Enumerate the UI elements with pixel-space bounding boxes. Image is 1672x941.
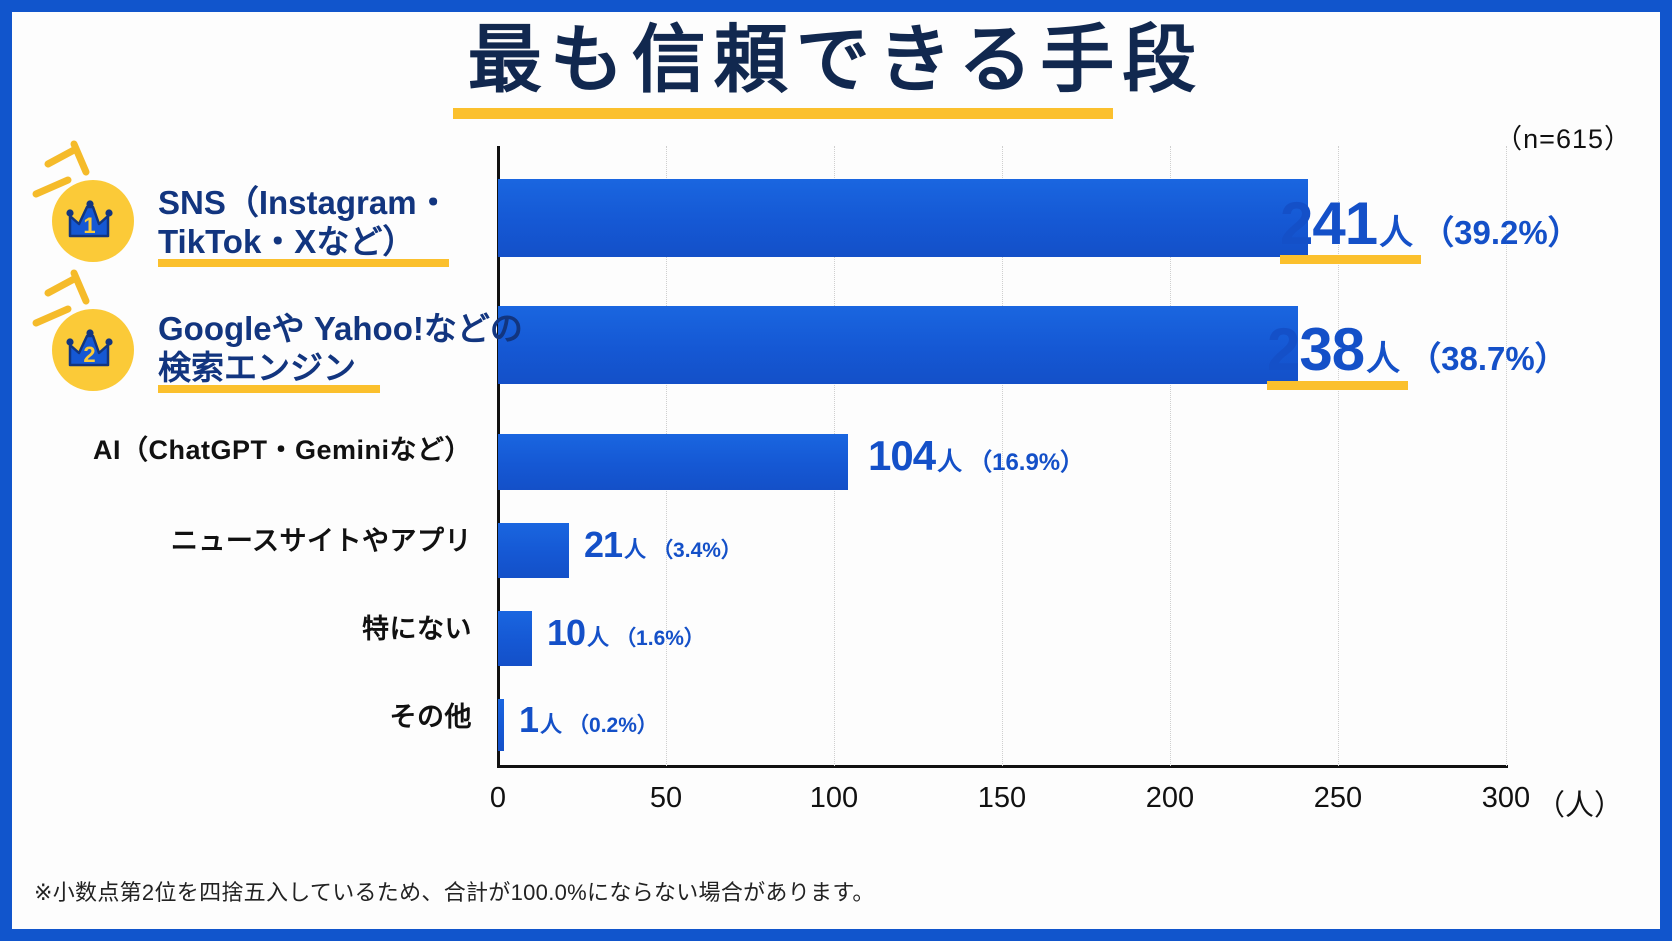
category-label-row-2-line2: 検索エンジン <box>158 348 356 386</box>
value-percent-row-1: （39.2%） <box>1421 214 1581 251</box>
rank-badge-2: 2 <box>32 269 134 391</box>
bar-row-4 <box>498 523 569 578</box>
gridline-150 <box>1002 146 1003 766</box>
value-unit-row-4: 人 <box>624 537 647 562</box>
value-label-row-6: 1人 （0.2%） <box>519 702 658 738</box>
gridline-250 <box>1338 146 1339 766</box>
crown-icon-2: 2 <box>66 329 113 367</box>
x-axis-unit-label: （人） <box>1536 790 1624 822</box>
value-underline-row-2 <box>1267 381 1408 390</box>
category-label-row-4: ニュースサイトやアプリ <box>170 526 472 556</box>
category-label-row-6: その他 <box>389 702 472 732</box>
sparkle-icon-1 <box>32 140 90 198</box>
category-label-row-1-line2: TikTok・Xなど） <box>158 222 416 260</box>
value-count-row-3: 104 <box>868 432 936 479</box>
x-tick-300: 300 <box>1481 782 1531 814</box>
x-tick-150: 150 <box>977 782 1027 814</box>
value-unit-row-5: 人 <box>587 625 610 650</box>
bar-row-3 <box>498 434 848 490</box>
bar-row-6 <box>498 699 504 751</box>
value-count-row-6: 1 <box>519 699 539 740</box>
value-label-row-2: 238人 （38.7%） <box>1267 320 1568 380</box>
title-block: 最も信頼できる手段 <box>12 20 1660 104</box>
value-percent-row-6: （0.2%） <box>568 714 658 737</box>
x-tick-200: 200 <box>1145 782 1195 814</box>
value-label-row-1: 241人 （39.2%） <box>1280 194 1581 254</box>
x-tick-0: 0 <box>489 782 507 814</box>
value-count-row-2: 238 <box>1267 316 1365 383</box>
category-label-row-5: 特にない <box>362 614 472 644</box>
value-unit-row-1: 人 <box>1379 214 1414 252</box>
rank-badge-1: 1 <box>32 140 134 262</box>
rank-number-1: 1 <box>83 213 95 238</box>
value-percent-row-3: （16.9%） <box>968 449 1085 476</box>
page-title: 最も信頼できる手段 <box>467 18 1205 101</box>
value-percent-row-5: （1.6%） <box>615 627 705 650</box>
value-count-row-4: 21 <box>584 524 623 565</box>
value-underline-row-1 <box>1280 255 1421 264</box>
sparkle-icon-2 <box>32 269 90 327</box>
category-label-row-3: AI（ChatGPT・Geminiなど） <box>92 435 472 465</box>
bar-row-5 <box>498 611 532 666</box>
value-count-row-1: 241 <box>1280 190 1378 257</box>
footnote-text: ※小数点第2位を四捨五入しているため、合計が100.0%にならない場合があります… <box>34 880 875 905</box>
rank-number-2: 2 <box>83 342 95 367</box>
value-label-row-3: 104人 （16.9%） <box>868 435 1084 477</box>
bar-row-1 <box>498 179 1308 257</box>
gridline-200 <box>1170 146 1171 766</box>
x-tick-100: 100 <box>809 782 859 814</box>
value-count-row-5: 10 <box>547 612 586 653</box>
x-tick-50: 50 <box>649 782 683 814</box>
poster-canvas: 最も信頼できる手段 （n=615） 241人 （39.2%） <box>12 12 1660 929</box>
value-percent-row-4: （3.4%） <box>652 539 742 562</box>
value-percent-row-2: （38.7%） <box>1408 340 1568 377</box>
chart-plot-area <box>486 146 1508 768</box>
category-underline-row-1 <box>158 259 449 267</box>
title-underline <box>453 108 1113 119</box>
x-tick-250: 250 <box>1313 782 1363 814</box>
bar-row-2 <box>498 306 1298 384</box>
category-label-row-1: SNS（Instagram・ TikTok・Xなど） <box>158 184 488 262</box>
category-underline-row-2 <box>158 385 380 393</box>
value-label-row-5: 10人 （1.6%） <box>547 615 705 651</box>
value-unit-row-3: 人 <box>937 448 963 476</box>
category-label-row-1-line1: SNS（Instagram・ <box>158 184 450 221</box>
value-label-row-4: 21人 （3.4%） <box>584 527 742 563</box>
category-label-row-2: Googleや Yahoo!などの 検索エンジン <box>158 310 523 388</box>
value-unit-row-6: 人 <box>540 712 563 737</box>
category-label-row-2-line1: Googleや Yahoo!などの <box>158 310 523 347</box>
sample-size-label: （n=615） <box>1495 124 1632 154</box>
gridline-300 <box>1506 146 1507 766</box>
x-axis-line <box>497 765 1508 768</box>
value-unit-row-2: 人 <box>1366 340 1401 378</box>
crown-icon-1: 1 <box>66 200 113 238</box>
